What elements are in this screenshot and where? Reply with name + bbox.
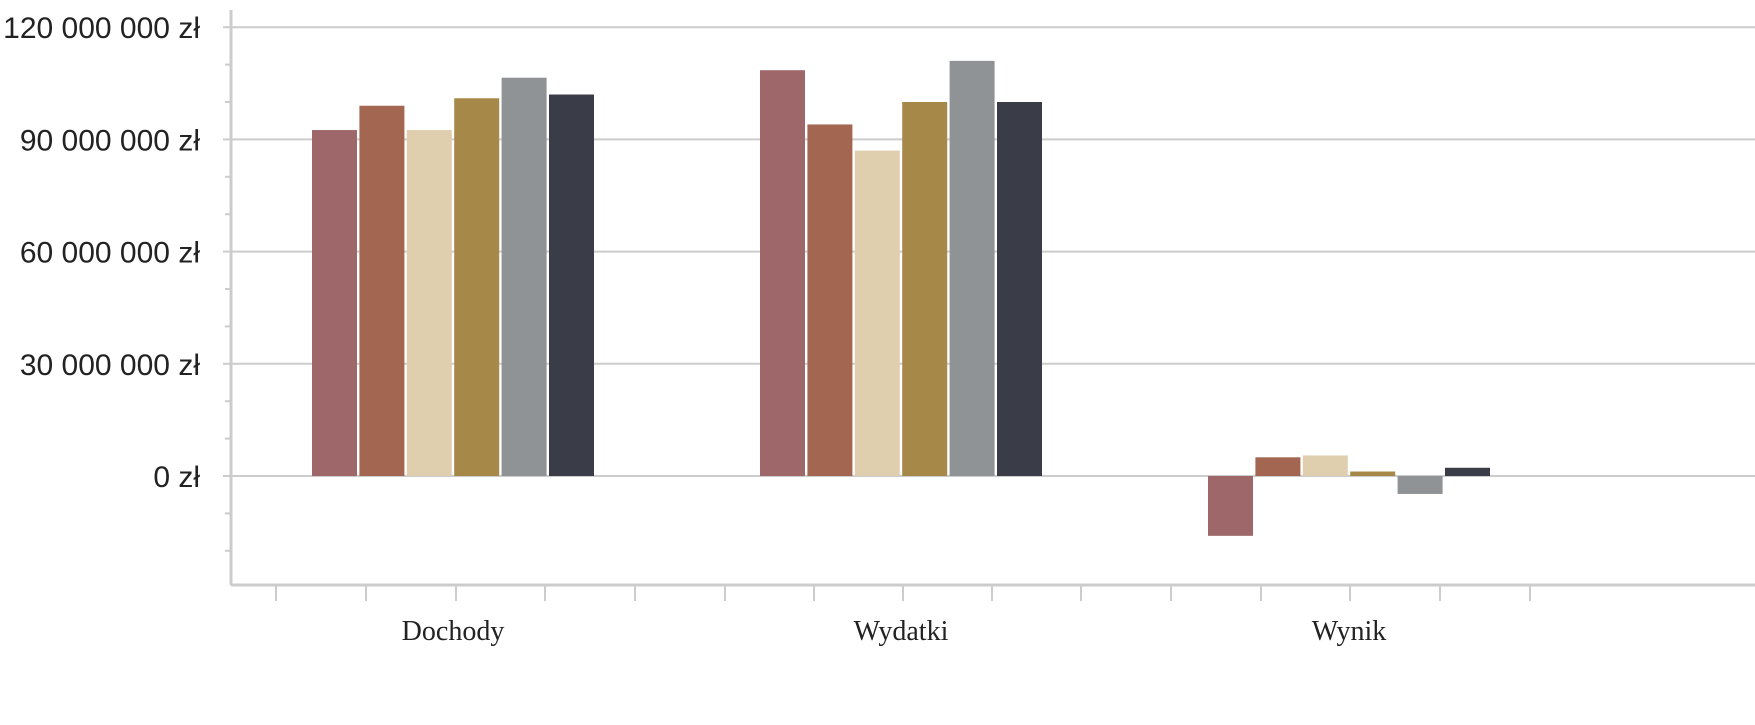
bar <box>1255 457 1301 476</box>
bar <box>1302 455 1348 476</box>
bar <box>549 94 594 477</box>
bar <box>1445 467 1490 476</box>
bar <box>854 150 900 476</box>
bar <box>406 130 452 477</box>
bar <box>454 98 500 476</box>
bars <box>312 60 1490 536</box>
bar <box>902 102 948 476</box>
bar <box>501 77 547 476</box>
bar <box>1397 476 1443 494</box>
bar <box>1350 471 1396 476</box>
x-category-label: Wynik <box>1312 616 1387 647</box>
y-axis-labels: 0 zł 30 000 000 zł 60 000 000 zł 90 000 000… <box>3 12 200 494</box>
bar <box>359 105 405 477</box>
axes <box>223 10 1755 601</box>
y-tick-label: 30 000 000 zł <box>20 349 200 382</box>
x-category-label: Dochody <box>402 616 505 647</box>
x-category-label: Wydatki <box>854 616 949 647</box>
y-tick-label: 90 000 000 zł <box>20 124 200 157</box>
x-axis-labels: Dochody Wydatki Wynik <box>402 616 1387 647</box>
y-tick-label: 60 000 000 zł <box>20 237 200 270</box>
bar <box>312 130 357 477</box>
bar <box>949 60 995 477</box>
bar <box>1208 476 1253 536</box>
bar <box>807 124 853 476</box>
bar <box>997 102 1042 476</box>
y-tick-label: 0 zł <box>153 461 200 494</box>
y-tick-label: 120 000 000 zł <box>3 12 200 45</box>
bar <box>760 70 805 477</box>
